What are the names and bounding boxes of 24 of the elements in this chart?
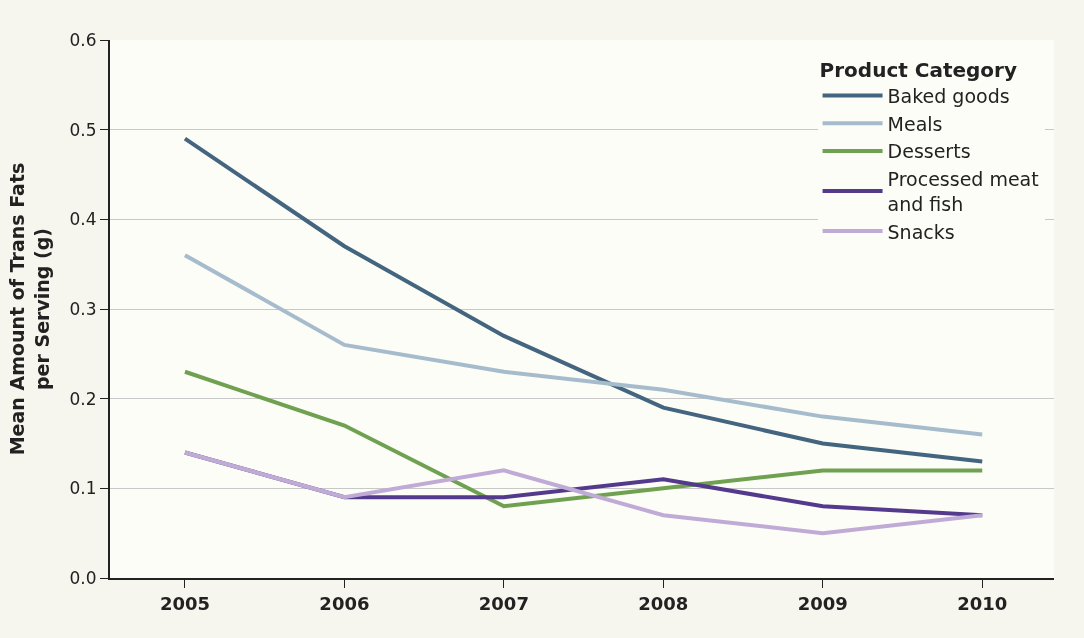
legend-title: Product Category [819,57,1018,82]
y-tick-label: 0.0 [69,567,97,588]
line-series [182,450,985,536]
line-series [182,253,985,437]
legend-label: Snacks [887,220,955,243]
x-tick-label: 2005 [159,592,210,614]
legend-label: Baked goods [887,85,1010,108]
y-tick-label: 0.2 [69,388,97,409]
x-tick-label: 2006 [319,592,370,614]
y-tick-label: 0.6 [69,29,97,50]
line-series [182,369,985,509]
x-tick-label: 2007 [478,592,529,614]
legend-label: Meals [887,112,943,135]
legend-label: Processed meat and fish [887,168,1039,215]
y-axis-title: Mean Amount of Trans Fats per Serving (g) [6,162,53,456]
x-tick-label: 2010 [957,592,1008,614]
y-tick-label: 0.1 [69,478,97,499]
y-tick-label: 0.5 [69,119,97,140]
x-tick-label: 2008 [638,592,689,614]
y-tick-label: 0.4 [69,209,97,230]
line-series [182,136,985,464]
y-tick-label: 0.3 [69,298,97,319]
x-tick-label: 2009 [797,592,848,614]
legend-label: Desserts [887,140,971,163]
